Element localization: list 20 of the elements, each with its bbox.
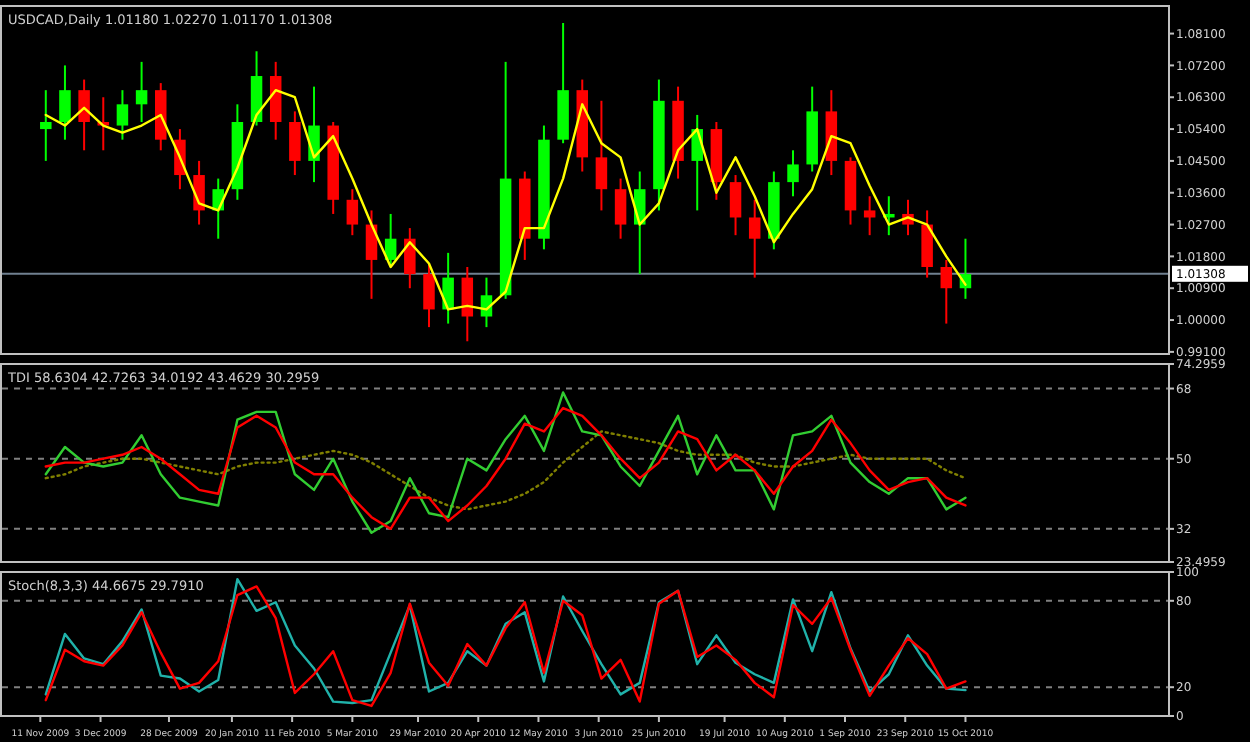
candlestick bbox=[346, 188, 359, 237]
candlestick bbox=[404, 227, 416, 290]
candlestick bbox=[461, 266, 474, 343]
candlestick bbox=[748, 198, 761, 279]
candlestick bbox=[78, 78, 90, 152]
candlestick bbox=[135, 60, 148, 123]
candlestick bbox=[595, 99, 608, 212]
candlestick bbox=[729, 174, 742, 237]
candlestick bbox=[921, 209, 933, 279]
candlestick bbox=[614, 177, 627, 240]
candlestick bbox=[289, 110, 301, 177]
candlestick bbox=[863, 195, 876, 237]
candlestick bbox=[40, 89, 52, 162]
candlestick bbox=[59, 64, 71, 141]
candlestick bbox=[423, 262, 435, 329]
candlestick bbox=[940, 258, 953, 325]
candlestick bbox=[116, 89, 129, 141]
candlestick bbox=[442, 251, 454, 325]
line-series bbox=[44, 430, 967, 511]
candlestick bbox=[787, 149, 799, 198]
